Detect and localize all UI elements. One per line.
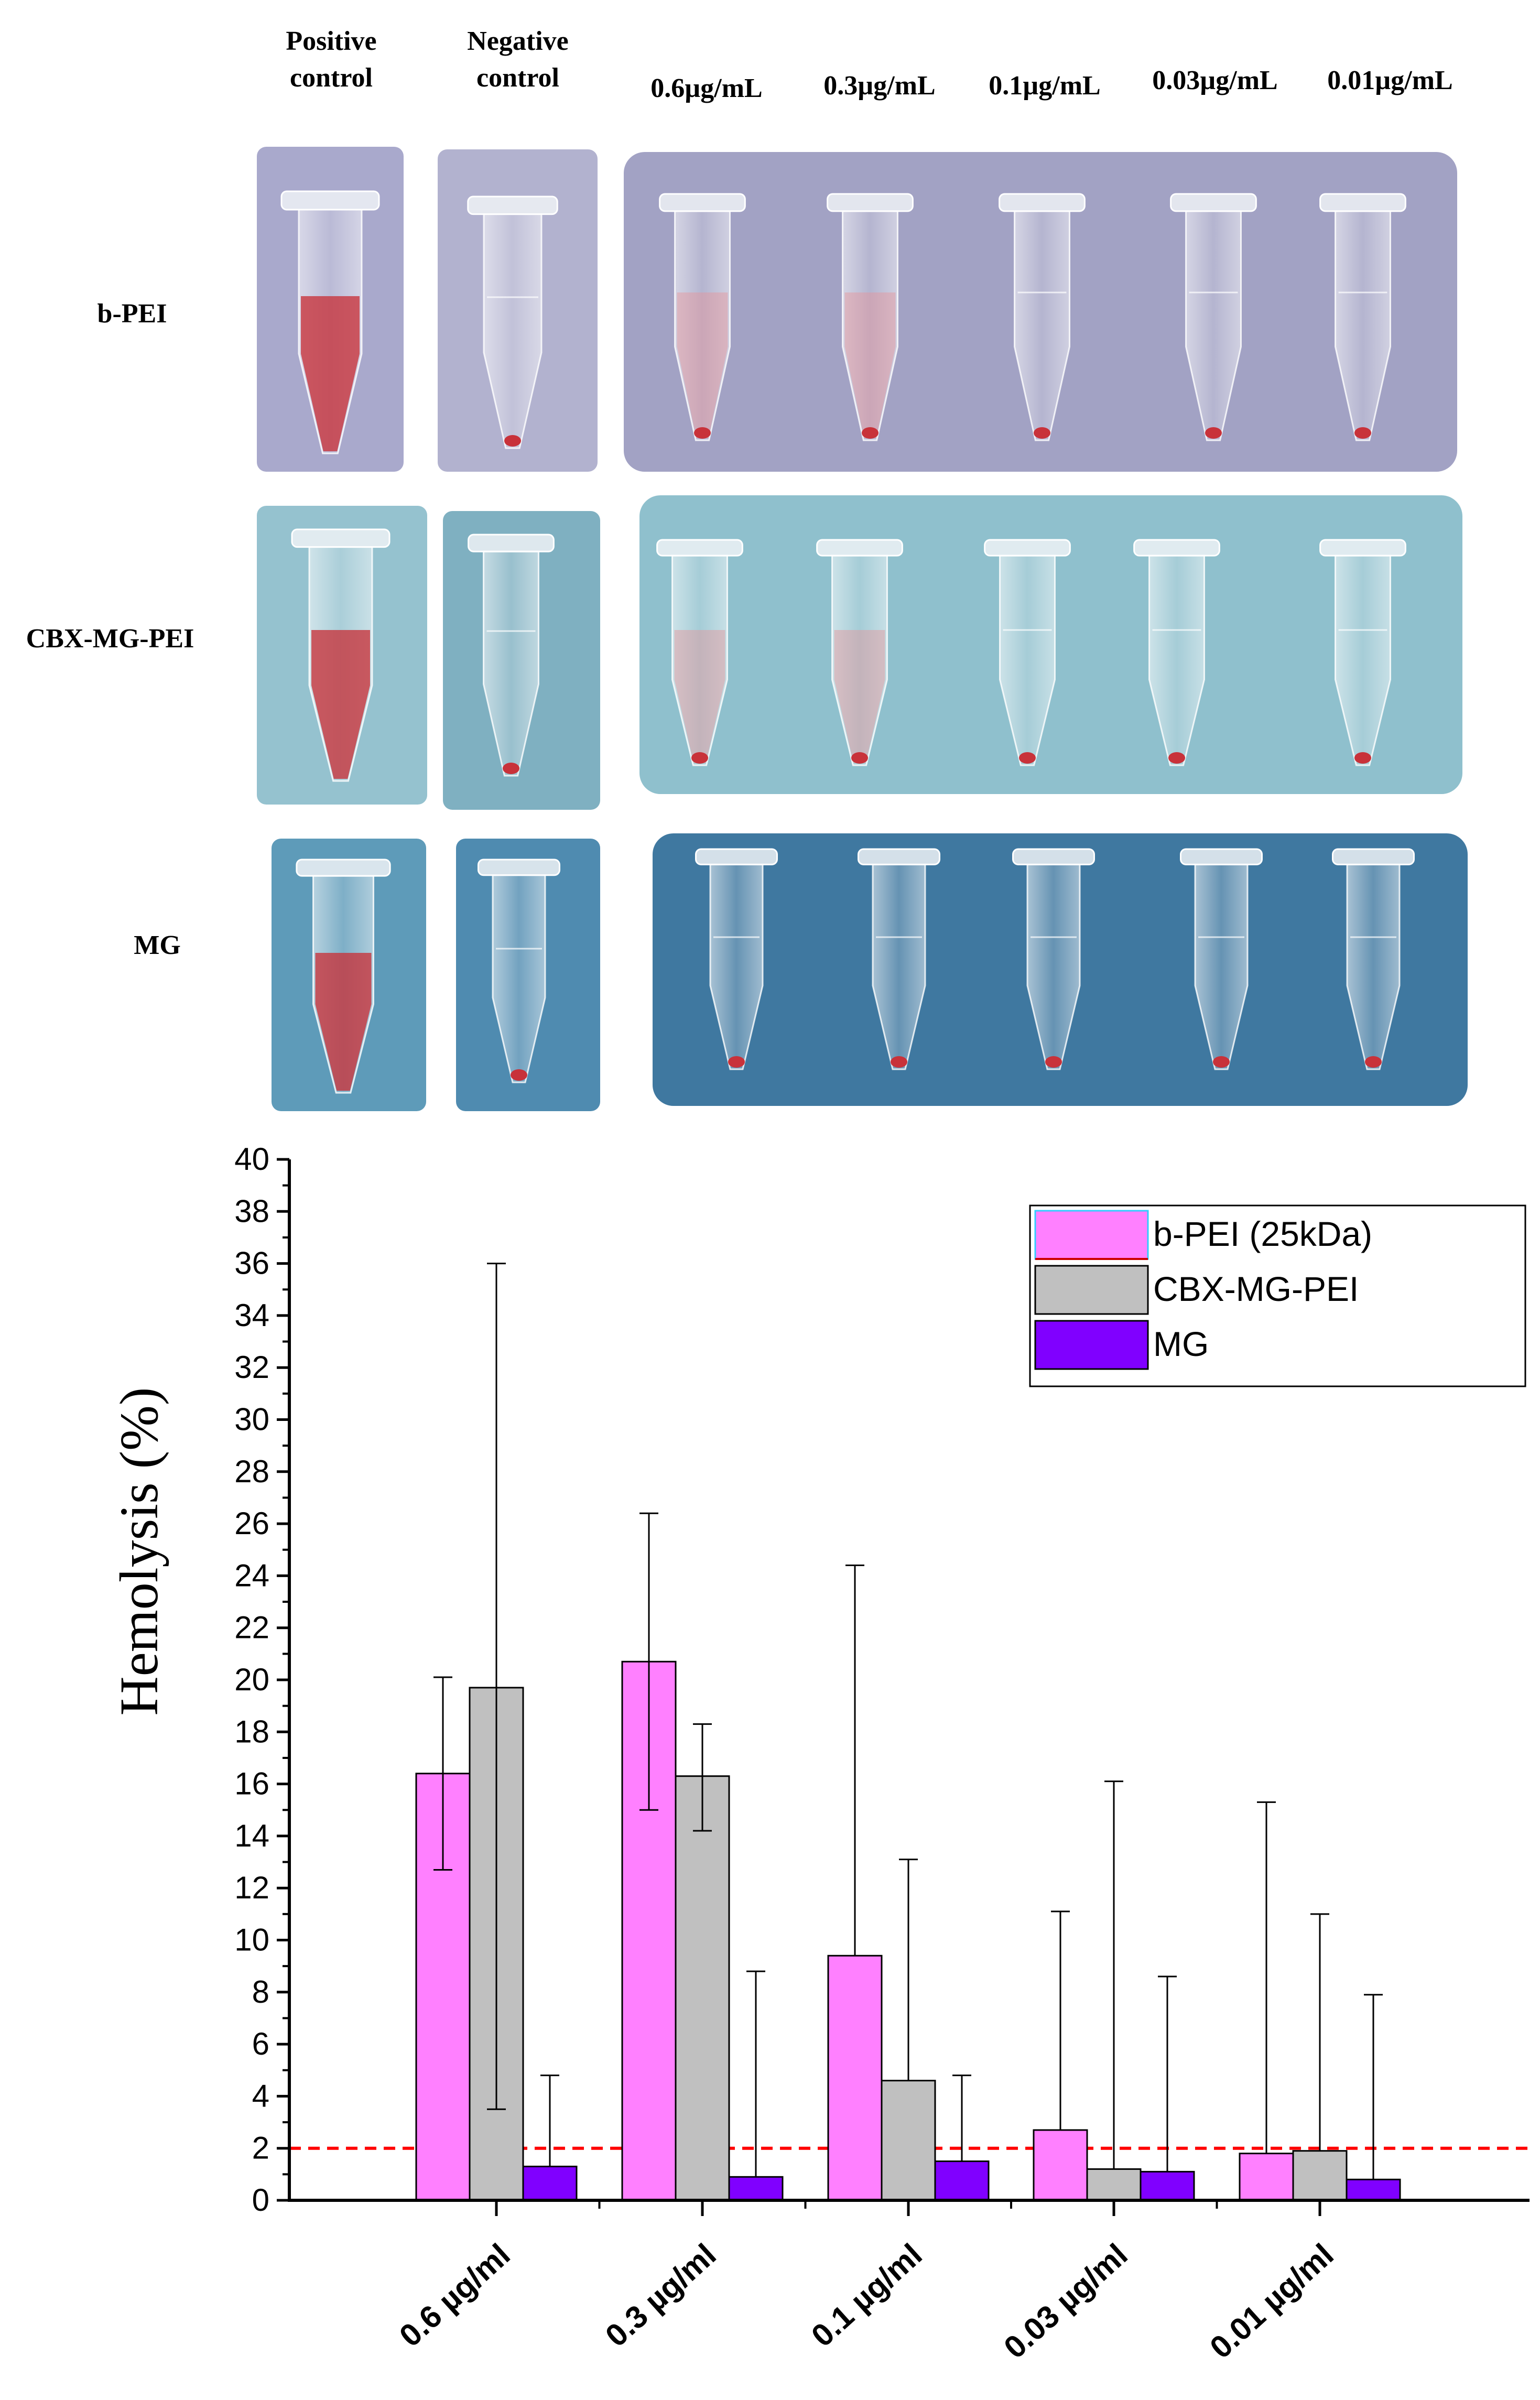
header-negative-control: Negative control	[467, 26, 568, 93]
bar-MG-2	[934, 2160, 990, 2201]
tube-b-pei-conc-2	[999, 193, 1086, 441]
tube-cbx-conc-0	[656, 539, 743, 766]
tube-b-pei-conc-4	[1319, 193, 1406, 441]
y-tick-label-0: 0	[252, 2182, 269, 2218]
legend-swatch-0	[1034, 1210, 1149, 1260]
y-tick-label-22: 22	[234, 1610, 269, 1645]
y-tick-label-16: 16	[234, 1766, 269, 1801]
y-tick-label-14: 14	[234, 1818, 269, 1853]
tube-b-pei-conc-1	[827, 193, 914, 441]
tube-b-pei-positive	[280, 190, 380, 454]
bar-MG-0	[522, 2165, 578, 2201]
tube-b-pei-conc-3	[1170, 193, 1257, 441]
tube-mg-positive	[296, 859, 391, 1094]
tube-mg-negative	[478, 859, 560, 1083]
y-tick-label-18: 18	[234, 1714, 269, 1749]
tube-mg-conc-1	[858, 848, 940, 1070]
header-positive-control: Positive control	[286, 26, 376, 93]
tube-cbx-conc-2	[984, 539, 1071, 766]
bar-CBX-MG-PEI-1	[675, 1775, 730, 2201]
tube-cbx-negative	[468, 534, 555, 777]
x-ticks-layer: 0.6 µg/ml 0.3 µg/ml 0.1 µg/ml 0.03 µg/ml 0.0…	[393, 2200, 1340, 2365]
y-tick-label-36: 36	[234, 1246, 269, 1281]
tube-cbx-conc-3	[1133, 539, 1220, 766]
x-tick-label-3: 0.03 µg/ml	[997, 2237, 1134, 2365]
y-tick-label-4: 4	[252, 2078, 269, 2113]
y-tick-label-40: 40	[234, 1142, 269, 1177]
bar-CBX-MG-PEI-3	[1086, 2168, 1142, 2201]
tube-cbx-positive	[291, 528, 391, 782]
legend-label-0: b-PEI (25kDa)	[1153, 1214, 1372, 1253]
bar-b-PEI-2	[827, 1954, 883, 2201]
header-conc-0.3: 0.3µg/mL	[823, 71, 935, 101]
y-tick-label-10: 10	[234, 1923, 269, 1958]
tube-mg-conc-0	[695, 848, 778, 1070]
y-tick-label-6: 6	[252, 2026, 269, 2061]
tube-mg-conc-2	[1012, 848, 1095, 1070]
tubes-layer	[280, 190, 1415, 1094]
y-tick-label-34: 34	[234, 1298, 269, 1333]
bar-MG-3	[1140, 2170, 1195, 2201]
y-tick-label-38: 38	[234, 1193, 269, 1229]
tube-cbx-conc-1	[816, 539, 903, 766]
header-conc-0.6: 0.6µg/mL	[650, 73, 762, 103]
tube-mg-conc-3	[1180, 848, 1263, 1070]
tube-b-pei-negative	[467, 196, 558, 449]
y-tick-label-30: 30	[234, 1402, 269, 1437]
y-tick-label-8: 8	[252, 1974, 269, 2010]
y-tick-label-26: 26	[234, 1506, 269, 1541]
bar-CBX-MG-PEI-4	[1292, 2150, 1348, 2201]
legend-label-1: CBX-MG-PEI	[1153, 1269, 1359, 1308]
x-tick-label-0: 0.6 µg/ml	[393, 2237, 517, 2353]
bar-MG-4	[1346, 2178, 1401, 2201]
legend: b-PEI (25kDa) CBX-MG-PEI MG	[1029, 1204, 1526, 1387]
row-label-mg: MG	[134, 930, 181, 960]
header-conc-0.1: 0.1µg/mL	[989, 71, 1100, 101]
x-tick-label-1: 0.3 µg/ml	[599, 2237, 723, 2353]
header-conc-0.01: 0.01µg/mL	[1327, 66, 1452, 95]
y-tick-label-24: 24	[234, 1558, 269, 1593]
bar-b-PEI-3	[1033, 2129, 1088, 2201]
header-conc-0.03: 0.03µg/mL	[1152, 66, 1277, 95]
y-tick-label-12: 12	[234, 1870, 269, 1905]
row-label-b-pei: b-PEI	[97, 299, 167, 329]
row-label-cbx-mg-pei: CBX-MG-PEI	[26, 624, 194, 654]
y-tick-label-28: 28	[234, 1454, 269, 1489]
legend-swatch-2	[1034, 1320, 1149, 1370]
y-tick-label-2: 2	[252, 2131, 269, 2166]
bar-CBX-MG-PEI-2	[881, 2080, 936, 2201]
bar-MG-1	[728, 2176, 784, 2201]
bar-b-PEI-4	[1239, 2153, 1294, 2201]
y-tick-label-20: 20	[234, 1662, 269, 1697]
tube-cbx-conc-4	[1319, 539, 1406, 766]
legend-swatch-1	[1034, 1265, 1149, 1315]
legend-label-2: MG	[1153, 1324, 1209, 1363]
tube-mg-conc-4	[1332, 848, 1415, 1070]
error-bars-layer	[433, 1263, 1383, 2180]
y-axis-label: Hemolysis (%)	[109, 1387, 169, 1716]
x-tick-label-4: 0.01 µg/ml	[1203, 2237, 1340, 2365]
tube-b-pei-conc-0	[659, 193, 746, 441]
x-tick-label-2: 0.1 µg/ml	[805, 2237, 929, 2353]
photo-panel: Positive control Negative control 0.6µg/mL…	[26, 26, 1468, 1111]
y-tick-label-32: 32	[234, 1350, 269, 1385]
